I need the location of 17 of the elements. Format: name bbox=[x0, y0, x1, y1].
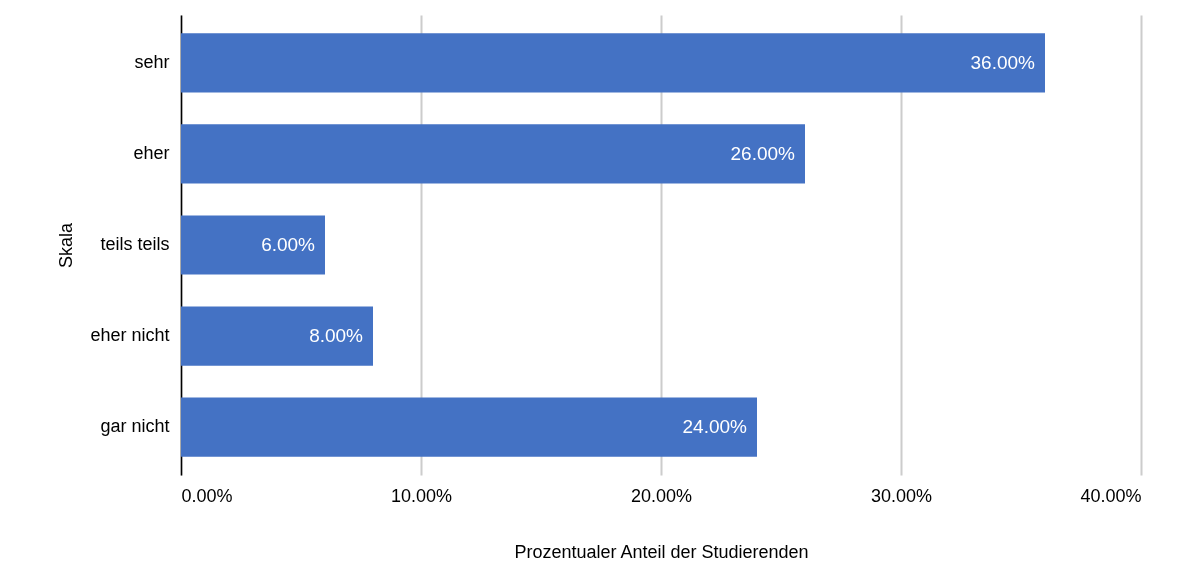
data-label: 8.00% bbox=[309, 325, 364, 347]
y-tick-label: gar nicht bbox=[100, 416, 170, 437]
y-tick-label: eher bbox=[133, 142, 170, 163]
y-tick-label: teils teils bbox=[100, 234, 170, 254]
x-tick-label: 10.00% bbox=[390, 485, 453, 506]
y-axis-title: Skala bbox=[56, 222, 77, 269]
y-tick-label: sehr bbox=[134, 51, 170, 72]
data-label: 6.00% bbox=[261, 234, 316, 255]
data-label: 36.00% bbox=[970, 51, 1036, 73]
data-label: 26.00% bbox=[730, 142, 796, 164]
data-label: 24.00% bbox=[682, 416, 748, 438]
y-tick-label: eher nicht bbox=[90, 325, 170, 346]
x-tick-label: 40.00% bbox=[1080, 485, 1142, 506]
x-axis-title: Prozentualer Anteil der Studierenden bbox=[514, 541, 809, 562]
x-tick-label: 30.00% bbox=[870, 485, 933, 506]
x-tick-label: 20.00% bbox=[630, 485, 693, 506]
x-tick-label: 0.00% bbox=[181, 485, 233, 506]
